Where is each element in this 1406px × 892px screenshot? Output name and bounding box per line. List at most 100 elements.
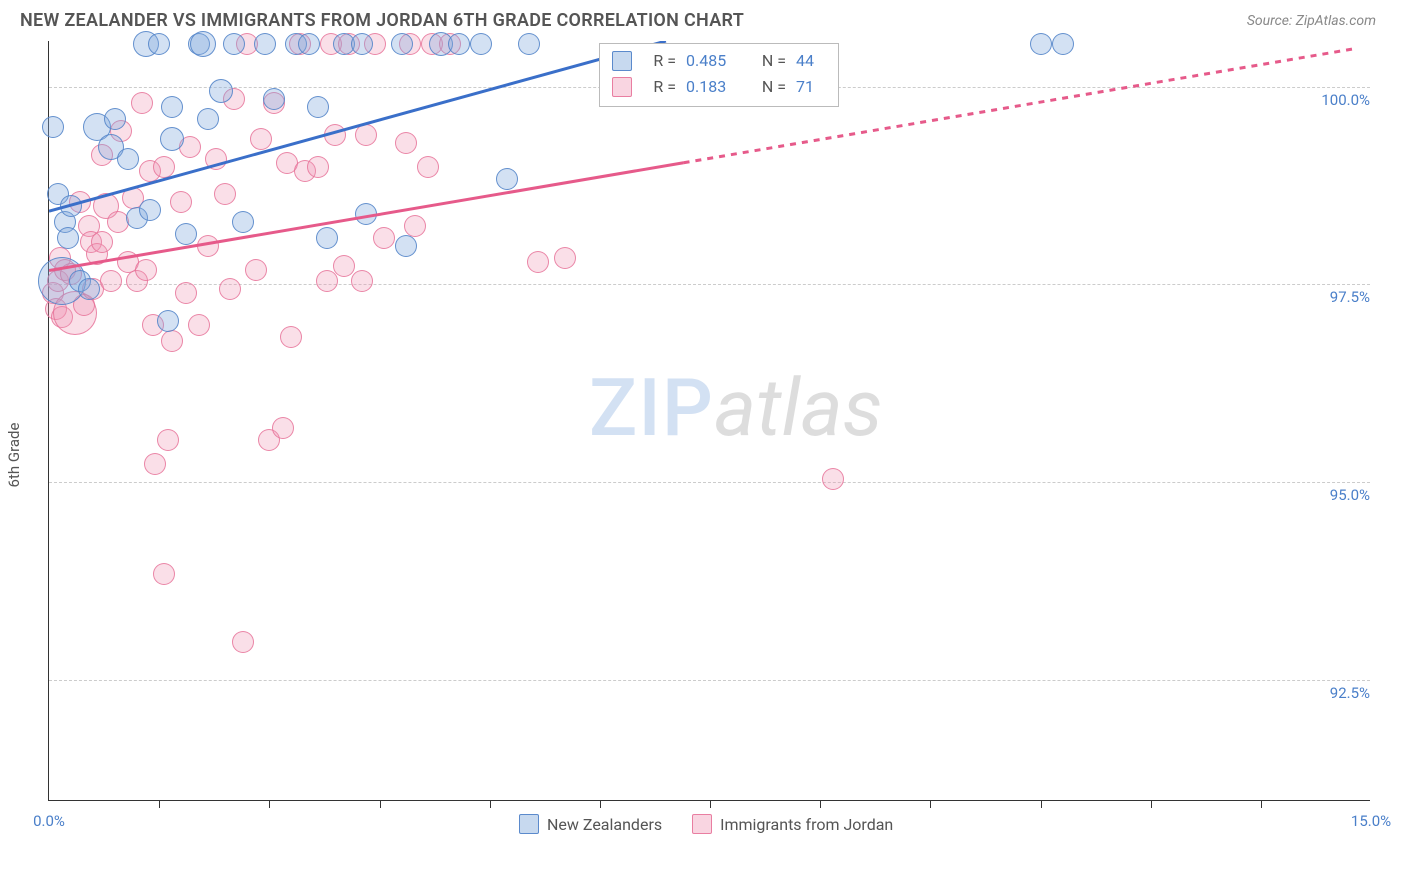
- data-point: [107, 211, 129, 233]
- legend-swatch: [612, 51, 632, 71]
- data-point: [518, 33, 540, 55]
- data-point: [214, 183, 236, 205]
- data-point: [245, 259, 267, 281]
- r-label: R =: [642, 74, 676, 100]
- data-point: [232, 631, 254, 653]
- data-point: [307, 96, 329, 118]
- legend-label: Immigrants from Jordan: [720, 815, 893, 834]
- data-point: [170, 191, 192, 213]
- data-point: [355, 203, 377, 225]
- data-point: [307, 156, 329, 178]
- data-point: [395, 132, 417, 154]
- data-point: [139, 199, 161, 221]
- gridline-h: [49, 284, 1370, 285]
- x-tick: [159, 800, 160, 808]
- data-point: [219, 278, 241, 300]
- legend-item: New Zealanders: [519, 814, 662, 834]
- data-point: [351, 270, 373, 292]
- data-point: [333, 255, 355, 277]
- data-point: [160, 127, 184, 151]
- data-point: [161, 330, 183, 352]
- data-point: [1030, 33, 1052, 55]
- x-tick: [269, 800, 270, 808]
- legend-label: New Zealanders: [547, 815, 662, 834]
- data-point: [205, 148, 227, 170]
- y-tick-label: 95.0%: [1326, 486, 1374, 504]
- data-point: [254, 33, 276, 55]
- y-tick-label: 100.0%: [1317, 91, 1374, 109]
- gridline-h: [49, 680, 1370, 681]
- data-point: [527, 251, 549, 273]
- data-point: [373, 227, 395, 249]
- data-point: [175, 223, 197, 245]
- n-value: 44: [796, 48, 826, 74]
- x-tick: [600, 800, 601, 808]
- chart-title: NEW ZEALANDER VS IMMIGRANTS FROM JORDAN …: [20, 10, 744, 31]
- data-point: [223, 33, 245, 55]
- trend-lines: [49, 41, 1371, 801]
- data-point: [144, 453, 166, 475]
- data-point: [470, 33, 492, 55]
- data-point: [117, 148, 139, 170]
- x-tick: [1151, 800, 1152, 808]
- data-point: [60, 195, 82, 217]
- data-point: [272, 417, 294, 439]
- data-point: [822, 468, 844, 490]
- data-point: [554, 247, 576, 269]
- data-point: [263, 88, 285, 110]
- data-point: [351, 33, 373, 55]
- gridline-h: [49, 482, 1370, 483]
- data-point: [161, 96, 183, 118]
- y-tick-label: 97.5%: [1326, 288, 1374, 306]
- x-tick: [380, 800, 381, 808]
- data-point: [316, 227, 338, 249]
- r-value: 0.183: [686, 74, 742, 100]
- data-point: [135, 259, 157, 281]
- data-point: [190, 31, 216, 57]
- legend-swatch: [692, 814, 712, 834]
- legend-row: R = 0.183 N = 71: [612, 74, 826, 100]
- data-point: [417, 156, 439, 178]
- n-label: N =: [752, 48, 786, 74]
- data-point: [209, 79, 233, 103]
- data-point: [104, 108, 126, 130]
- x-tick-label: 15.0%: [1351, 812, 1391, 830]
- legend-item: Immigrants from Jordan: [692, 814, 893, 834]
- watermark: ZIPatlas: [589, 361, 883, 455]
- data-point: [448, 33, 470, 55]
- data-point: [175, 282, 197, 304]
- data-point: [153, 563, 175, 585]
- data-point: [496, 168, 518, 190]
- x-tick: [710, 800, 711, 808]
- data-point: [197, 108, 219, 130]
- data-point: [250, 128, 272, 150]
- n-value: 71: [796, 74, 826, 100]
- correlation-legend: R = 0.485 N = 44 R = 0.183 N = 71: [599, 43, 839, 107]
- legend-swatch: [612, 77, 632, 97]
- data-point: [153, 156, 175, 178]
- chart-header: NEW ZEALANDER VS IMMIGRANTS FROM JORDAN …: [0, 0, 1406, 37]
- data-point: [91, 231, 113, 253]
- x-tick: [820, 800, 821, 808]
- data-point: [188, 314, 210, 336]
- r-value: 0.485: [686, 48, 742, 74]
- data-point: [355, 124, 377, 146]
- data-point: [404, 215, 426, 237]
- data-point: [57, 227, 79, 249]
- r-label: R =: [642, 48, 676, 74]
- y-tick-label: 92.5%: [1326, 684, 1374, 702]
- data-point: [197, 235, 219, 257]
- plot-area: 92.5%95.0%97.5%100.0%0.0%15.0%ZIPatlasR …: [48, 41, 1370, 801]
- data-point: [157, 310, 179, 332]
- x-tick: [490, 800, 491, 808]
- data-point: [148, 33, 170, 55]
- legend-swatch: [519, 814, 539, 834]
- x-tick: [1261, 800, 1262, 808]
- data-point: [395, 235, 417, 257]
- data-point: [391, 33, 413, 55]
- data-point: [316, 270, 338, 292]
- data-point: [1052, 33, 1074, 55]
- x-tick-label: 0.0%: [33, 812, 65, 830]
- y-axis-label: 6th Grade: [5, 423, 23, 488]
- n-label: N =: [752, 74, 786, 100]
